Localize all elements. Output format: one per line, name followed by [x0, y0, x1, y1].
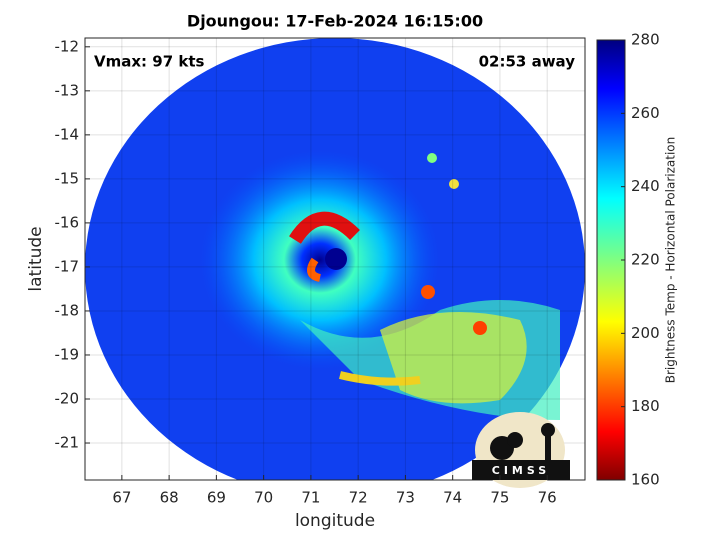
- x-tick-label: 74: [443, 489, 462, 507]
- colorbar-tick-label: 180: [631, 397, 660, 415]
- x-tick-label: 72: [349, 489, 368, 507]
- x-tick-label: 67: [112, 489, 131, 507]
- logo: CIMSS: [472, 412, 570, 488]
- x-tick-label: 70: [254, 489, 273, 507]
- eyewall: [307, 257, 322, 282]
- convection: [473, 321, 487, 335]
- colorbar-tick-label: 260: [631, 104, 660, 122]
- y-tick-label: -13: [55, 81, 80, 99]
- y-tick-label: -21: [55, 434, 80, 452]
- convection: [427, 153, 437, 163]
- x-tick-label: 75: [490, 489, 509, 507]
- colorbar-tick-label: 220: [631, 251, 660, 269]
- x-tick-label: 76: [538, 489, 557, 507]
- y-tick-label: -20: [55, 389, 80, 407]
- y-tick-label: -18: [55, 301, 80, 319]
- y-tick-label: -16: [55, 213, 80, 231]
- convection: [421, 285, 435, 299]
- y-tick-label: -15: [55, 169, 80, 187]
- plot-frame: [84, 37, 586, 481]
- convection: [449, 179, 459, 189]
- colorbar: [596, 39, 626, 481]
- y-tick-label: -19: [55, 345, 80, 363]
- x-axis-label: longitude: [295, 511, 375, 531]
- x-tick-label: 73: [396, 489, 415, 507]
- annotation: Vmax: 97 kts: [94, 53, 204, 71]
- colorbar-tick-label: 160: [631, 471, 660, 489]
- annotation: 02:53 away: [479, 53, 576, 71]
- x-tick-label: 68: [160, 489, 179, 507]
- colorbar-tick-label: 200: [631, 324, 660, 342]
- logo-text: CIMSS: [492, 464, 550, 477]
- satellite-image: [85, 38, 585, 480]
- rainband: [339, 371, 421, 386]
- colorbar-tick-label: 240: [631, 177, 660, 195]
- x-tick-label: 69: [207, 489, 226, 507]
- y-axis-label: latitude: [26, 226, 46, 291]
- storm-core: [200, 150, 440, 370]
- eye: [325, 248, 347, 270]
- eyewall: [289, 211, 360, 244]
- chart-title: Djoungou: 17-Feb-2024 16:15:00: [187, 12, 483, 31]
- x-tick-label: 71: [301, 489, 320, 507]
- y-tick-label: -17: [55, 257, 80, 275]
- rainband: [380, 312, 527, 404]
- colorbar-tick-label: 280: [631, 31, 660, 49]
- colorbar-label: Brightness Temp - Horizontal Polarizatio…: [664, 137, 678, 384]
- y-tick-label: -14: [55, 125, 80, 143]
- y-tick-label: -12: [55, 37, 80, 55]
